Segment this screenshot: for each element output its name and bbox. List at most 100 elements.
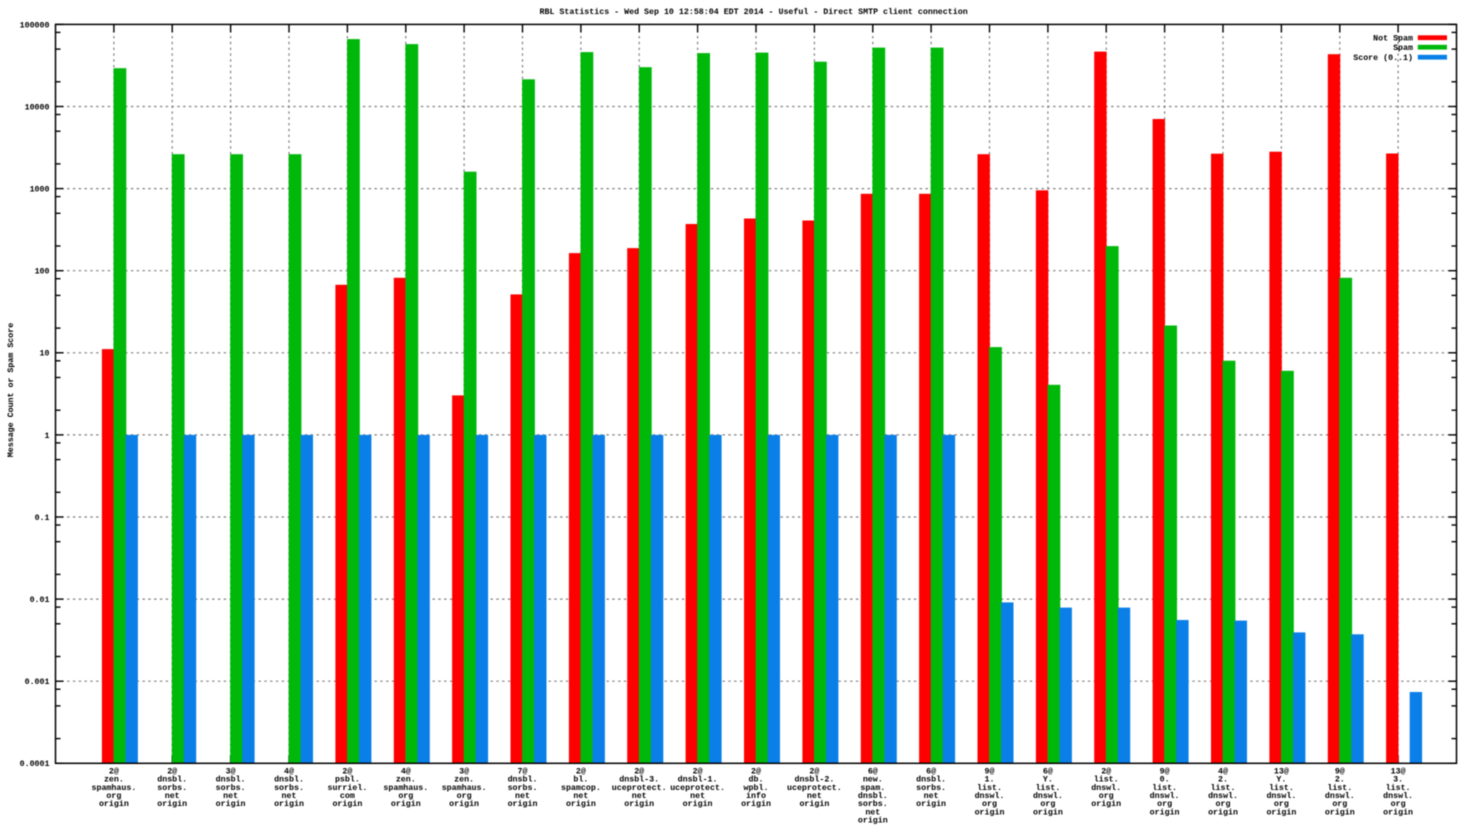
svg-text:1000: 1000 <box>30 186 50 195</box>
svg-text:list.: list. <box>1035 783 1060 793</box>
svg-text:origin: origin <box>975 807 1005 817</box>
svg-text:100: 100 <box>35 268 50 277</box>
svg-text:info: info <box>746 791 766 801</box>
svg-text:10: 10 <box>40 350 50 359</box>
svg-text:2@: 2@ <box>634 766 644 776</box>
svg-text:org: org <box>457 792 472 801</box>
svg-text:3@: 3@ <box>459 766 469 776</box>
svg-text:2.: 2. <box>1218 776 1228 785</box>
svg-text:net: net <box>223 792 238 801</box>
svg-text:Message Count or Spam Score: Message Count or Spam Score <box>7 323 16 457</box>
svg-text:origin: origin <box>99 799 129 809</box>
svg-text:origin: origin <box>858 816 888 826</box>
svg-text:4@: 4@ <box>284 766 294 776</box>
svg-text:list.: list. <box>977 783 1002 793</box>
svg-text:dnsbl-3.: dnsbl-3. <box>619 775 659 785</box>
svg-text:net: net <box>573 792 588 801</box>
svg-text:dnsbl.: dnsbl. <box>916 775 946 785</box>
svg-text:org: org <box>1332 800 1347 809</box>
svg-text:spamhaus.: spamhaus. <box>383 783 428 793</box>
svg-text:origin: origin <box>566 799 596 809</box>
svg-text:list.: list. <box>1269 783 1294 793</box>
svg-text:dnswl.: dnswl. <box>1383 791 1413 801</box>
svg-text:Score (0..1): Score (0..1) <box>1353 53 1413 63</box>
svg-text:net: net <box>865 808 880 817</box>
svg-text:origin: origin <box>1208 807 1238 817</box>
svg-text:2@: 2@ <box>1101 766 1111 776</box>
svg-text:6@: 6@ <box>926 766 936 776</box>
svg-text:4@: 4@ <box>401 766 411 776</box>
svg-text:org: org <box>398 792 413 801</box>
svg-text:0.001: 0.001 <box>25 678 50 687</box>
svg-text:psbl.: psbl. <box>335 775 360 785</box>
svg-text:list.: list. <box>1211 783 1236 793</box>
svg-text:Y.: Y. <box>1276 776 1286 785</box>
svg-text:zen.: zen. <box>454 776 474 785</box>
svg-text:1: 1 <box>45 432 50 441</box>
svg-text:4@: 4@ <box>1218 766 1228 776</box>
svg-text:Y.: Y. <box>1043 776 1053 785</box>
svg-text:origin: origin <box>508 799 538 809</box>
svg-text:origin: origin <box>449 799 479 809</box>
svg-text:wpbl.: wpbl. <box>744 783 769 793</box>
svg-text:net: net <box>282 792 297 801</box>
svg-text:dnsbl.: dnsbl. <box>157 775 187 785</box>
svg-text:Not Spam: Not Spam <box>1373 35 1413 44</box>
svg-text:100000: 100000 <box>20 21 50 30</box>
svg-text:dnsbl.: dnsbl. <box>508 775 538 785</box>
svg-text:0.01: 0.01 <box>30 596 50 605</box>
svg-text:origin: origin <box>799 799 829 809</box>
svg-text:3.: 3. <box>1393 776 1403 785</box>
svg-text:dnswl.: dnswl. <box>1033 791 1063 801</box>
svg-text:sorbs.: sorbs. <box>916 783 946 793</box>
svg-text:sorbs.: sorbs. <box>157 783 187 793</box>
svg-text:0.0001: 0.0001 <box>20 760 50 769</box>
svg-text:list.: list. <box>1327 783 1352 793</box>
svg-text:7@: 7@ <box>518 766 528 776</box>
svg-text:dnsbl-1.: dnsbl-1. <box>678 775 718 785</box>
svg-text:origin: origin <box>391 799 421 809</box>
svg-text:bl.: bl. <box>573 775 588 785</box>
svg-text:origin: origin <box>1033 807 1063 817</box>
svg-text:zen.: zen. <box>104 776 124 785</box>
svg-text:org: org <box>1274 800 1289 809</box>
svg-text:list.: list. <box>1152 783 1177 793</box>
svg-text:2@: 2@ <box>751 766 761 776</box>
svg-text:net: net <box>924 792 939 801</box>
svg-text:0.: 0. <box>1160 776 1170 785</box>
svg-text:6@: 6@ <box>1043 766 1053 776</box>
svg-text:9@: 9@ <box>1335 766 1345 776</box>
svg-text:sorbs.: sorbs. <box>508 783 538 793</box>
svg-text:10000: 10000 <box>25 103 50 112</box>
svg-text:origin: origin <box>216 799 246 809</box>
svg-text:org: org <box>1099 792 1114 801</box>
svg-text:13@: 13@ <box>1391 766 1406 776</box>
svg-text:origin: origin <box>683 799 713 809</box>
svg-text:3@: 3@ <box>226 766 236 776</box>
svg-text:Spam: Spam <box>1393 44 1413 53</box>
svg-text:org: org <box>1157 800 1172 809</box>
svg-text:origin: origin <box>332 799 362 809</box>
svg-text:2@: 2@ <box>809 766 819 776</box>
svg-text:new.: new. <box>863 776 883 785</box>
svg-text:RBL Statistics - Wed Sep 10 12: RBL Statistics - Wed Sep 10 12:58:04 EDT… <box>539 7 967 17</box>
svg-text:net: net <box>515 792 530 801</box>
svg-text:org: org <box>1216 800 1231 809</box>
svg-text:origin: origin <box>1325 807 1355 817</box>
svg-text:2@: 2@ <box>576 766 586 776</box>
svg-text:dnswl.: dnswl. <box>1208 791 1238 801</box>
svg-text:origin: origin <box>741 799 771 809</box>
svg-text:com: com <box>340 792 355 801</box>
svg-text:2@: 2@ <box>693 766 703 776</box>
svg-text:origin: origin <box>274 799 304 809</box>
svg-text:origin: origin <box>1383 807 1413 817</box>
svg-text:list.: list. <box>1386 783 1411 793</box>
svg-text:6@: 6@ <box>868 766 878 776</box>
svg-text:uceprotect.: uceprotect. <box>612 784 667 793</box>
svg-text:origin: origin <box>1091 799 1121 809</box>
svg-text:dnswl.: dnswl. <box>1266 791 1296 801</box>
svg-text:13@: 13@ <box>1274 766 1289 776</box>
svg-text:surriel.: surriel. <box>327 783 367 793</box>
svg-text:9@: 9@ <box>985 766 995 776</box>
svg-text:1.: 1. <box>985 776 995 785</box>
